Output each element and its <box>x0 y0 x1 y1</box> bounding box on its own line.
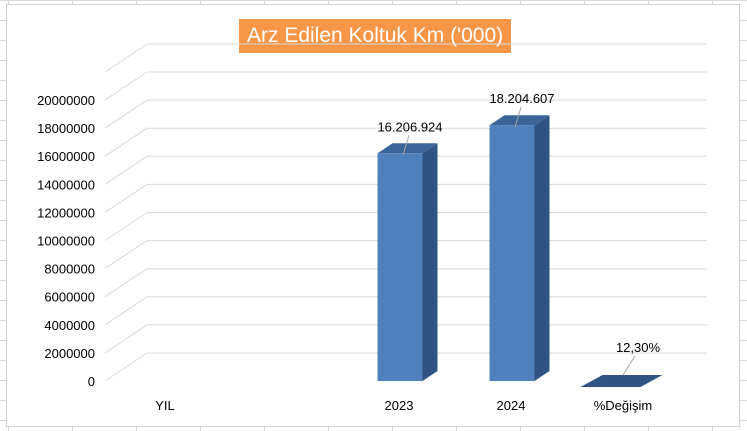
gridline-side <box>104 268 148 298</box>
gridline-side <box>104 240 148 270</box>
bar-side-2024 <box>534 115 550 381</box>
bar-2024 <box>489 125 535 381</box>
y-tick-label: 0 <box>88 374 95 389</box>
chart-area[interactable]: Arz Edilen Koltuk Km ('000) <box>6 4 740 427</box>
category-label-2024: 2024 <box>497 398 526 413</box>
data-label-%Değişim: 12,30% <box>616 340 661 355</box>
y-tick-label: 8000000 <box>44 262 95 277</box>
category-label-YIL: YIL <box>155 398 175 413</box>
gridline-side <box>104 212 148 241</box>
category-label-%Değişim: %Değişim <box>594 398 653 413</box>
y-tick-label: 6000000 <box>44 290 95 305</box>
y-tick-label: 2000000 <box>44 346 95 361</box>
category-labels: YIL 2023 2024 %Değişim <box>155 398 652 413</box>
data-label-2023: 16.206.924 <box>377 119 442 134</box>
gridline-side <box>104 99 148 129</box>
gridline-side <box>104 71 148 101</box>
y-axis-ticks: 0 2000000 4000000 6000000 8000000 10000000 120… <box>37 93 95 389</box>
bar-top-2023 <box>377 143 438 154</box>
gridline-side <box>104 43 148 73</box>
y-tick-label: 4000000 <box>44 318 95 333</box>
bar-side-2023 <box>422 143 438 381</box>
data-labels: 16.206.924 18.204.607 12,30% <box>377 91 661 376</box>
gridline-side <box>104 324 148 354</box>
y-tick-label: 18000000 <box>37 121 95 136</box>
category-label-2023: 2023 <box>385 398 414 413</box>
chart-title: Arz Edilen Koltuk Km ('000) <box>239 19 512 53</box>
gridline-side <box>104 155 148 185</box>
y-tick-label: 10000000 <box>37 234 95 249</box>
gridline-side <box>104 183 148 213</box>
bar-%Değişim <box>580 375 663 387</box>
bar-2023 <box>377 153 423 381</box>
leader-line-2023 <box>402 135 410 156</box>
y-tick-label: 14000000 <box>37 177 95 192</box>
leader-line-2024 <box>514 107 522 128</box>
gridline-side <box>104 296 148 326</box>
leader-line-%Değişim <box>622 355 636 376</box>
bar-top-2024 <box>489 115 550 126</box>
y-tick-label: 16000000 <box>37 149 95 164</box>
y-tick-label: 12000000 <box>37 205 95 220</box>
gridline-side <box>104 127 148 157</box>
y-tick-label: 20000000 <box>37 93 95 108</box>
data-label-2024: 18.204.607 <box>489 91 554 106</box>
bars <box>377 115 663 387</box>
gridline-side <box>104 352 148 382</box>
